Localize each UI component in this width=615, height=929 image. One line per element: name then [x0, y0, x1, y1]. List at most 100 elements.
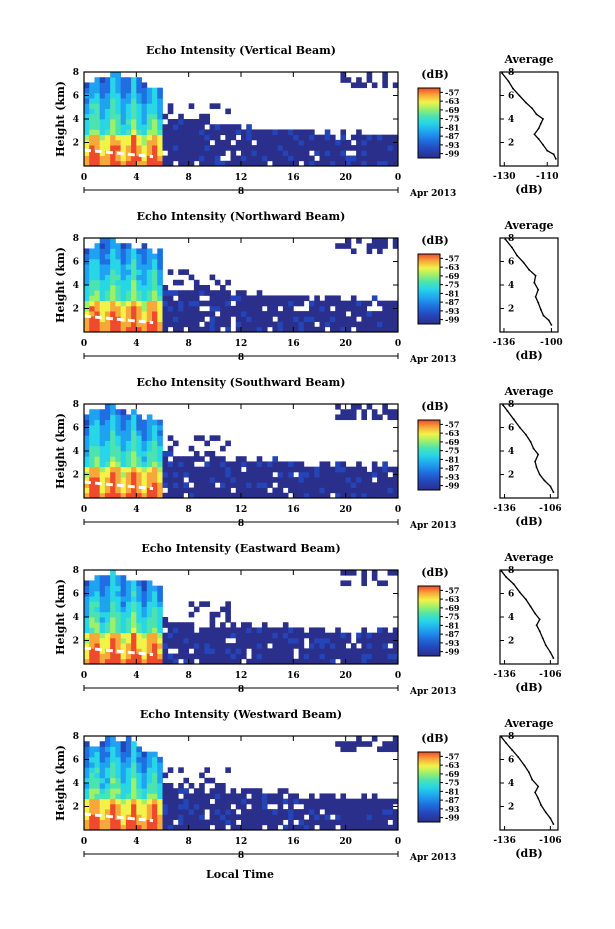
heatmap-cell [382, 492, 388, 499]
heatmap-cell [199, 160, 205, 167]
heatmap-cell [141, 762, 148, 768]
panel-title: Echo Intensity (Eastward Beam) [141, 542, 340, 555]
heatmap-cell [329, 637, 336, 644]
heatmap-cell [99, 108, 106, 115]
heatmap-cell [172, 622, 179, 628]
heatmap-cell [115, 129, 122, 136]
heatmap-cell [225, 809, 231, 815]
colorbar [417, 253, 441, 325]
heatmap-cell [298, 492, 305, 499]
heatmap-cell [256, 290, 263, 296]
heatmap-cell [104, 92, 111, 99]
heatmap-cell [115, 746, 122, 753]
heatmap-cell [225, 798, 231, 805]
heatmap-cell [141, 627, 148, 634]
heatmap-cell [131, 762, 137, 768]
heatmap-cell [110, 606, 116, 613]
heatmap-cell [141, 658, 148, 665]
heatmap-cell [94, 108, 101, 115]
heatmap-cell [94, 451, 101, 457]
heatmap-cell [89, 424, 95, 431]
heatmap-cell [225, 492, 231, 499]
heatmap-cell [131, 311, 137, 317]
heatmap-cell [125, 321, 132, 328]
heatmap-cell [382, 643, 388, 649]
heatmap-cell [136, 92, 142, 99]
heatmap-cell [141, 814, 148, 820]
heatmap-cell [146, 487, 153, 494]
profile-point [538, 473, 541, 476]
heatmap-cell [131, 139, 137, 146]
heatmap-cell [204, 290, 210, 296]
profile-y-tick-label: 4 [508, 447, 514, 457]
heatmap-cell [110, 601, 116, 607]
heatmap-cell [157, 108, 163, 115]
heatmap-cell [230, 788, 237, 794]
heatmap-cell [104, 777, 111, 784]
heatmap-cell [136, 471, 142, 478]
heatmap-cell [115, 98, 122, 104]
heatmap-cell [204, 492, 210, 499]
profile-point [525, 598, 527, 601]
heatmap-cell [277, 788, 284, 794]
heatmap-cell [178, 471, 184, 478]
heatmap-cell [246, 300, 252, 307]
colorbar-tick-label: -81 [445, 620, 459, 630]
heatmap-cell [141, 419, 148, 426]
heatmap-cell [230, 819, 237, 826]
heatmap-cell [392, 798, 399, 805]
heatmap-cell [382, 72, 388, 78]
heatmap-cell [136, 316, 142, 322]
heatmap-cell [125, 440, 132, 447]
heatmap-cell [84, 601, 90, 607]
heatmap-cell [146, 445, 153, 452]
heatmap-cell [335, 311, 341, 317]
heatmap-cell [204, 637, 210, 644]
heatmap-cell [188, 803, 195, 810]
heatmap-cell [94, 155, 101, 162]
heatmap-cell [162, 456, 169, 462]
heatmap-cell [89, 248, 95, 255]
heatmap-cell [146, 430, 153, 436]
heatmap-cell [172, 798, 179, 805]
heatmap-cell [340, 570, 347, 576]
y-tick-label: 4 [73, 115, 79, 125]
heatmap-cell [209, 637, 216, 644]
heatmap-cell [110, 419, 116, 426]
heatmap-cell [309, 316, 315, 322]
heatmap-cell [345, 819, 352, 826]
heatmap-cell [382, 814, 388, 820]
heatmap-cell [319, 466, 326, 473]
x-tick-label: 4 [133, 671, 139, 681]
heatmap-cell [146, 160, 153, 167]
heatmap [84, 736, 399, 831]
heatmap-cell [220, 814, 226, 820]
heatmap-cell [178, 145, 184, 151]
heatmap-cell [387, 798, 394, 805]
heatmap-cell [162, 139, 169, 146]
heatmap-cell [246, 637, 252, 644]
heatmap-cell [115, 617, 122, 623]
heatmap-cell [371, 809, 378, 815]
heatmap-cell [178, 814, 184, 820]
heatmap-cell [282, 632, 289, 639]
heatmap-cell [377, 487, 383, 494]
x-tick-label: 12 [235, 505, 248, 515]
heatmap-cell [235, 321, 242, 328]
heatmap-cell [282, 466, 289, 473]
heatmap-cell [141, 258, 148, 265]
heatmap-cell [172, 477, 179, 483]
heatmap-cell [298, 461, 305, 468]
heatmap-cell [110, 150, 116, 156]
heatmap-cell [152, 487, 158, 494]
heatmap-cell [204, 793, 210, 800]
heatmap-cell [309, 803, 315, 810]
heatmap-cell [84, 435, 90, 441]
heatmap-cell [115, 321, 122, 328]
heatmap-cell [267, 477, 273, 483]
heatmap-cell [115, 419, 122, 426]
heatmap-cell [115, 82, 122, 89]
heatmap-cell [188, 456, 195, 462]
heatmap-cell [288, 793, 294, 800]
heatmap-cell [104, 658, 111, 665]
